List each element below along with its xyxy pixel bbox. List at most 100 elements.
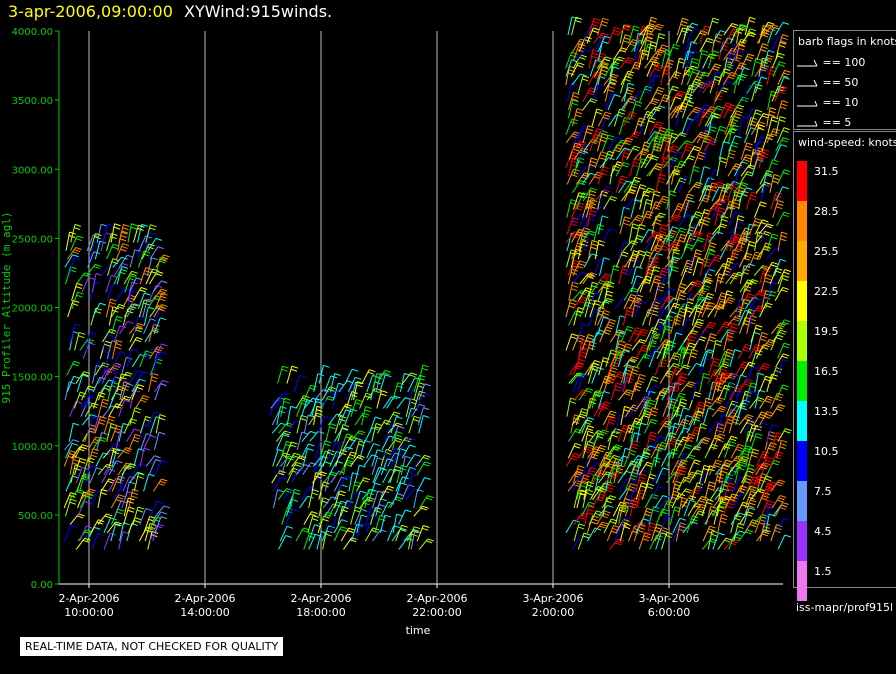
wind-barb-flag (308, 443, 315, 447)
wind-barb-flag (291, 441, 298, 445)
wind-barb-flag (652, 63, 659, 67)
wind-barb-flag (690, 355, 697, 359)
wind-barb-flag (365, 406, 372, 410)
wind-barb-flag (675, 382, 682, 386)
wind-barb-flag (707, 304, 714, 308)
wind-barb-flag (89, 331, 97, 335)
wind-barb (727, 211, 736, 227)
wind-barb-flag (598, 55, 606, 59)
wind-barb-flag (391, 396, 398, 400)
wind-barb-flag (116, 460, 123, 464)
wind-barb-flag (570, 223, 577, 227)
wind-barb-flag (678, 313, 685, 317)
wind-barb-flag (629, 97, 636, 101)
wind-barb-flag (137, 471, 144, 475)
wind-barb (597, 66, 603, 86)
wind-barb-flag (345, 403, 353, 407)
wind-barb-flag (290, 368, 298, 372)
wind-barb (398, 538, 408, 550)
wind-barb-flag (671, 398, 679, 402)
wind-barb (296, 431, 303, 451)
wind-barb (646, 385, 655, 401)
wind-barb-flag (324, 461, 331, 465)
wind-barb (750, 324, 757, 343)
wind-barb-flag (350, 394, 357, 398)
wind-barb (627, 405, 637, 418)
wind-barb-flag (659, 230, 667, 234)
wind-barb-flag (652, 327, 659, 331)
wind-barb-flag (412, 389, 419, 393)
wind-barb-flag (649, 23, 656, 27)
wind-barb-flag (138, 472, 145, 476)
wind-barb (743, 127, 752, 144)
wind-barb-flag (762, 148, 769, 152)
wind-barb-flag (730, 189, 738, 193)
wind-barb (318, 365, 324, 384)
wind-barb (619, 478, 628, 492)
wind-barb-flag (573, 92, 580, 95)
wind-barb-flag (100, 492, 107, 496)
wind-barb-flag (104, 343, 111, 347)
wind-barb-flag (602, 61, 610, 65)
wind-barb (148, 324, 155, 343)
wind-barb-flag (316, 401, 323, 404)
wind-barb-flag (728, 499, 736, 503)
wind-barb-flag (137, 370, 144, 374)
wind-barb-flag (734, 56, 742, 60)
wind-barb-flag (607, 89, 615, 93)
wind-barb (674, 58, 680, 77)
wind-barb-flag (114, 346, 122, 350)
y-tick-label: 500.00 (18, 511, 53, 522)
wind-barb-flag (603, 284, 610, 288)
wind-barb-flag (119, 351, 127, 355)
wind-barb-flag (692, 57, 699, 61)
wind-barb-flag (424, 383, 431, 387)
wind-barb (65, 232, 71, 251)
wind-barb-flag (394, 439, 401, 443)
wind-barb (613, 464, 619, 484)
wind-barb-flag (358, 454, 365, 458)
wind-barb (344, 369, 353, 384)
wind-barb-flag (683, 407, 690, 411)
wind-barb-flag (639, 152, 646, 156)
wind-barb-flag (684, 351, 691, 355)
wind-barb (96, 432, 103, 451)
wind-barb-flag (713, 115, 720, 119)
wind-barb-flag (143, 371, 150, 375)
wind-barb (94, 241, 101, 260)
wind-barb-flag (704, 279, 711, 283)
wind-barb (696, 104, 706, 119)
wind-barb-flag (688, 497, 695, 501)
wind-barb-flag (310, 462, 317, 466)
wind-barb (650, 524, 658, 542)
wind-barb-flag (417, 460, 425, 464)
wind-barb (149, 525, 157, 542)
wind-barb-flag (653, 167, 661, 171)
wind-barb-flag (586, 443, 594, 447)
wind-barb-flag (587, 232, 595, 236)
wind-barb (64, 254, 74, 268)
wind-barb-flag (112, 283, 119, 287)
wind-barb-flag (710, 333, 717, 337)
wind-barb-flag (606, 293, 613, 297)
wind-barb (303, 414, 309, 434)
wind-barb (722, 473, 728, 492)
wind-barb-flag (686, 306, 694, 310)
wind-barb (155, 505, 165, 517)
wind-barb-flag (600, 205, 607, 209)
wind-barb-flag (664, 133, 672, 137)
wind-barb-flag (603, 316, 610, 320)
wind-barb (271, 422, 282, 434)
wind-barb (591, 390, 598, 409)
wind-barb-flag (713, 259, 721, 262)
wind-barb-flag (366, 498, 373, 502)
wind-barb (335, 440, 342, 459)
wind-barb (751, 58, 757, 77)
wind-barb-flag (654, 332, 661, 336)
wind-barb-flag (767, 54, 774, 58)
wind-barb-flag (722, 325, 729, 329)
wind-barb-flag (76, 294, 83, 298)
wind-barb-flag (739, 461, 746, 465)
wind-barb-flag (661, 224, 668, 228)
wind-barb-flag (380, 467, 388, 471)
